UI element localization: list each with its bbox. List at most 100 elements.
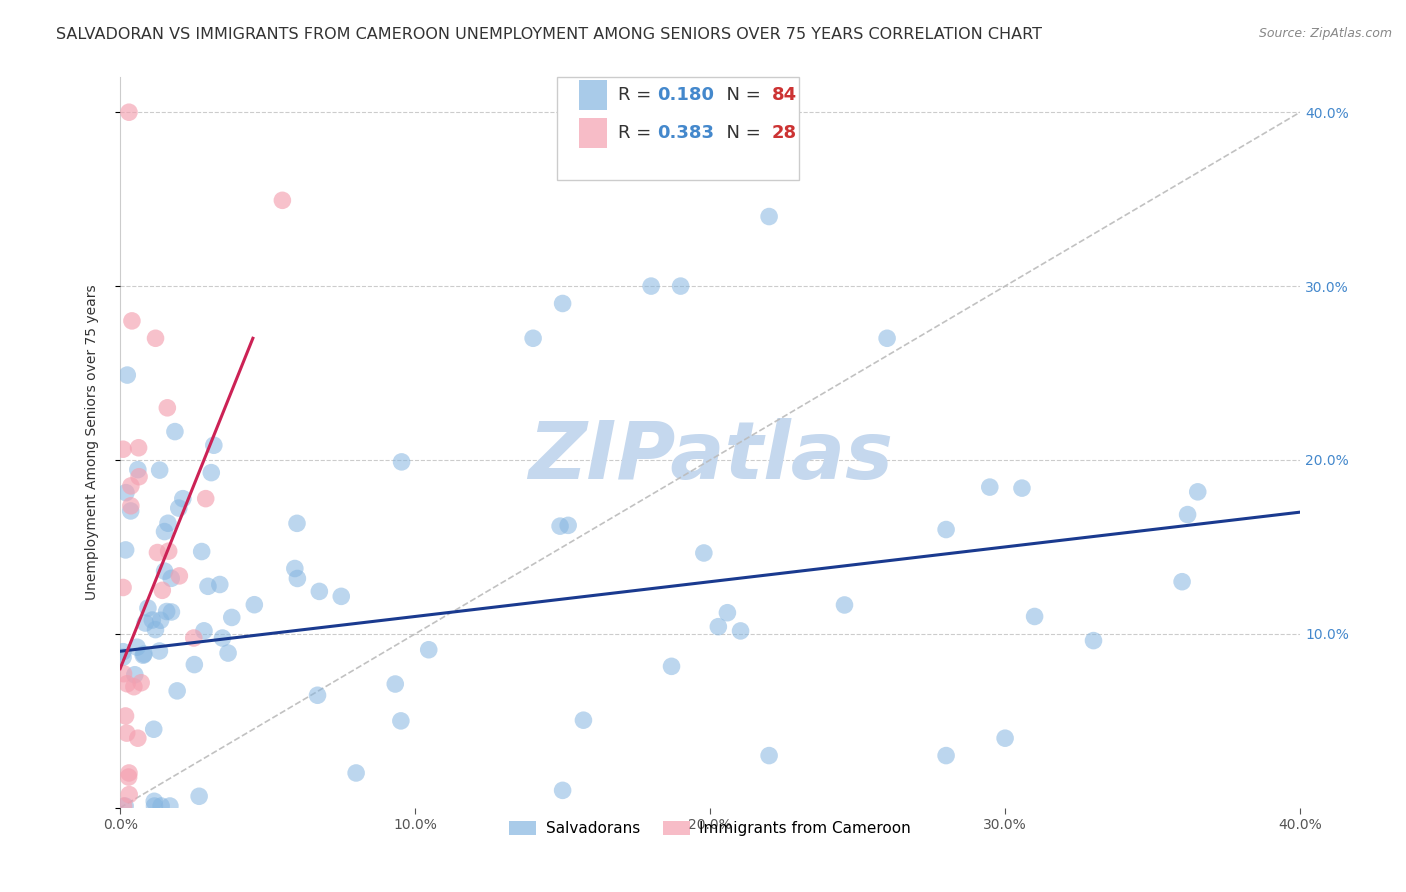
Point bbox=[145, 623, 167, 637]
Point bbox=[221, 610, 243, 624]
Point bbox=[136, 601, 159, 615]
Point bbox=[117, 770, 139, 784]
Point bbox=[287, 572, 309, 586]
Point bbox=[548, 519, 571, 533]
Point bbox=[115, 677, 138, 691]
Text: SALVADORAN VS IMMIGRANTS FROM CAMEROON UNEMPLOYMENT AMONG SENIORS OVER 75 YEARS : SALVADORAN VS IMMIGRANTS FROM CAMEROON U… bbox=[56, 27, 1042, 42]
Point bbox=[156, 605, 179, 619]
Point bbox=[149, 613, 172, 627]
Point bbox=[129, 675, 152, 690]
Point bbox=[156, 516, 179, 531]
Point bbox=[188, 789, 211, 804]
Point bbox=[551, 296, 574, 310]
Point bbox=[157, 544, 180, 558]
Point bbox=[156, 401, 179, 415]
Legend: Salvadorans, Immigrants from Cameroon: Salvadorans, Immigrants from Cameroon bbox=[502, 814, 920, 844]
Point bbox=[127, 731, 149, 746]
Point bbox=[118, 105, 141, 120]
Point bbox=[114, 709, 136, 723]
Point bbox=[344, 766, 367, 780]
Point bbox=[330, 590, 353, 604]
Point bbox=[308, 584, 330, 599]
Point bbox=[271, 194, 294, 208]
Text: N =: N = bbox=[714, 124, 766, 142]
Point bbox=[1177, 508, 1199, 522]
Point bbox=[194, 491, 217, 506]
Point bbox=[149, 463, 172, 477]
Point bbox=[169, 569, 191, 583]
Point bbox=[120, 499, 142, 513]
Point bbox=[112, 799, 135, 814]
Point bbox=[640, 279, 662, 293]
Point bbox=[243, 598, 266, 612]
Point bbox=[128, 441, 150, 455]
Point bbox=[284, 561, 307, 575]
Point bbox=[758, 748, 780, 763]
Point bbox=[148, 644, 170, 658]
Point bbox=[167, 501, 190, 516]
Point bbox=[834, 598, 856, 612]
Point bbox=[1187, 484, 1209, 499]
Y-axis label: Unemployment Among Seniors over 75 years: Unemployment Among Seniors over 75 years bbox=[86, 285, 100, 600]
Text: R =: R = bbox=[619, 124, 657, 142]
Point bbox=[114, 543, 136, 558]
Text: 84: 84 bbox=[772, 86, 797, 104]
Point bbox=[114, 799, 136, 814]
Text: R =: R = bbox=[619, 86, 657, 104]
Point bbox=[115, 485, 138, 500]
Point bbox=[141, 613, 163, 627]
Point bbox=[122, 680, 145, 694]
Point bbox=[142, 723, 165, 737]
Point bbox=[979, 480, 1001, 494]
Point bbox=[197, 579, 219, 593]
Point bbox=[876, 331, 898, 345]
Point bbox=[166, 684, 188, 698]
Point bbox=[115, 726, 138, 740]
Point bbox=[208, 577, 231, 591]
FancyBboxPatch shape bbox=[579, 80, 607, 110]
Point bbox=[183, 657, 205, 672]
Point bbox=[134, 615, 156, 630]
Point bbox=[522, 331, 544, 345]
Text: 28: 28 bbox=[772, 124, 797, 142]
Point bbox=[1171, 574, 1194, 589]
FancyBboxPatch shape bbox=[557, 78, 799, 179]
Text: 0.180: 0.180 bbox=[657, 86, 714, 104]
Point bbox=[183, 631, 205, 645]
Point bbox=[716, 606, 738, 620]
Point bbox=[935, 748, 957, 763]
Point bbox=[285, 516, 308, 531]
Point bbox=[118, 766, 141, 780]
Point bbox=[202, 438, 225, 452]
Point bbox=[112, 645, 135, 659]
Point bbox=[146, 545, 169, 559]
Point bbox=[143, 794, 166, 808]
Point bbox=[120, 504, 142, 518]
Point bbox=[211, 631, 233, 645]
Point bbox=[127, 463, 149, 477]
Point bbox=[163, 425, 186, 439]
Point bbox=[389, 714, 412, 728]
Point bbox=[132, 647, 155, 661]
Point bbox=[693, 546, 716, 560]
Point bbox=[1024, 609, 1046, 624]
Point bbox=[1011, 481, 1033, 495]
Point bbox=[418, 642, 440, 657]
Text: Source: ZipAtlas.com: Source: ZipAtlas.com bbox=[1258, 27, 1392, 40]
Point bbox=[112, 442, 135, 457]
Point bbox=[124, 667, 146, 681]
Point bbox=[118, 788, 141, 802]
Point bbox=[1083, 633, 1105, 648]
Point bbox=[128, 469, 150, 483]
Point bbox=[557, 518, 579, 533]
Point bbox=[143, 799, 166, 814]
Point bbox=[150, 799, 173, 814]
Point bbox=[112, 650, 135, 665]
Text: ZIPatlas: ZIPatlas bbox=[527, 418, 893, 496]
Point bbox=[661, 659, 683, 673]
Point bbox=[121, 314, 143, 328]
Point bbox=[112, 666, 135, 681]
Point bbox=[391, 455, 413, 469]
Point bbox=[153, 524, 176, 539]
Point bbox=[153, 564, 176, 578]
